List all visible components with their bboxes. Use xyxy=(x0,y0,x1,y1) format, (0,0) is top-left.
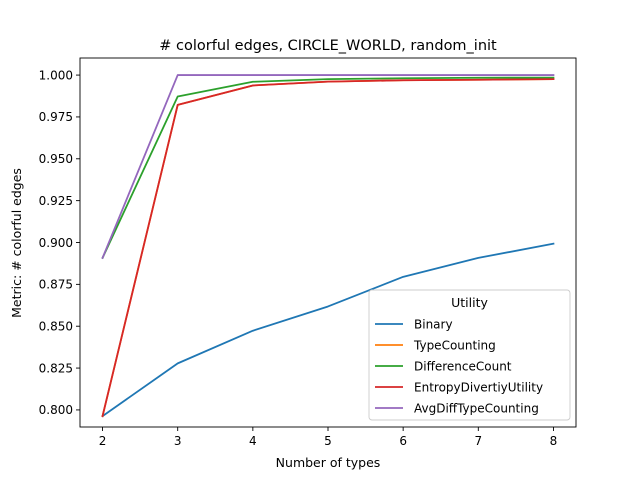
x-tick-label: 8 xyxy=(550,434,558,448)
series-line-differencecount xyxy=(101,76,555,260)
legend-items: Binary TypeCounting DifferenceCount Entropy… xyxy=(375,317,543,415)
y-axis-ticks: 0.800 0.825 0.850 0.875 0.900 0.925 0.950 0.975… xyxy=(39,68,80,417)
legend-title: Utility xyxy=(451,295,488,310)
y-tick-label: 0.950 xyxy=(39,152,73,166)
x-axis-ticks: 2 3 4 5 6 7 8 xyxy=(99,427,558,448)
y-tick-label: 0.875 xyxy=(39,278,73,292)
x-axis-label: Number of types xyxy=(276,455,381,470)
x-tick-label: 6 xyxy=(399,434,407,448)
legend-label-differencecount: DifferenceCount xyxy=(414,359,512,373)
x-tick-label: 2 xyxy=(99,434,107,448)
series-line-avgdifftypecounting xyxy=(101,74,555,260)
legend-label-typecounting: TypeCounting xyxy=(413,338,496,352)
series-line-binary xyxy=(101,242,555,418)
y-tick-label: 1.000 xyxy=(39,68,73,82)
x-tick-label: 5 xyxy=(324,434,332,448)
x-tick-label: 3 xyxy=(174,434,182,448)
x-tick-label: 4 xyxy=(249,434,257,448)
x-tick-label: 7 xyxy=(474,434,482,448)
series-lines xyxy=(101,74,555,418)
legend-label-binary: Binary xyxy=(414,317,453,331)
y-tick-label: 0.850 xyxy=(39,320,73,334)
y-tick-label: 0.925 xyxy=(39,194,73,208)
y-axis-label: Metric: # colorful edges xyxy=(9,168,24,318)
legend-label-entropydivertiyutility: EntropyDivertiyUtility xyxy=(414,380,543,394)
y-tick-label: 0.825 xyxy=(39,361,73,375)
legend-box xyxy=(368,289,571,421)
legend: Utility Binary TypeCounting DifferenceCoun… xyxy=(368,289,571,421)
chart-title: # colorful edges, CIRCLE_WORLD, random_i… xyxy=(159,38,497,54)
y-tick-label: 0.900 xyxy=(39,236,73,250)
series-line-entropydivertiyutility xyxy=(101,78,555,418)
y-tick-label: 0.975 xyxy=(39,110,73,124)
legend-label-avgdifftypecounting: AvgDiffTypeCounting xyxy=(414,401,539,415)
plot-frame xyxy=(79,57,577,428)
y-tick-label: 0.800 xyxy=(39,403,73,417)
